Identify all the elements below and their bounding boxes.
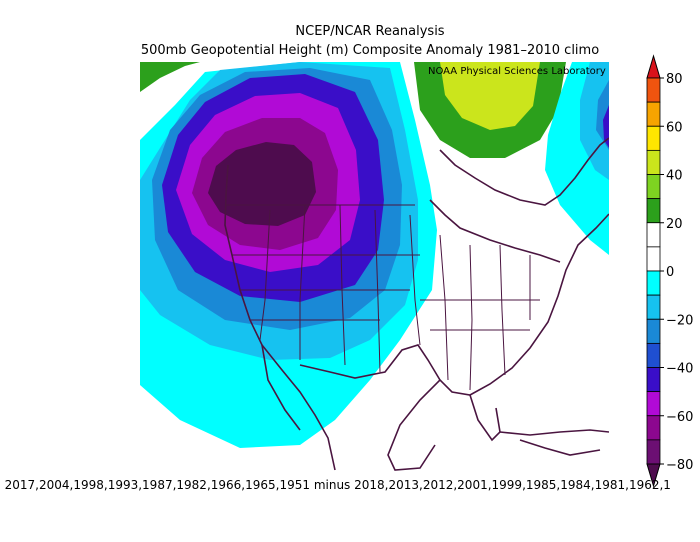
colorbar-swatch: [646, 270, 661, 296]
anomaly-contour-plus20-nw: [140, 62, 200, 92]
colorbar-swatch: [646, 294, 661, 320]
composite-years-caption: an : 2017,2004,1998,1993,1987,1982,1966,…: [0, 478, 671, 492]
colorbar-swatch: [646, 318, 661, 344]
colorbar-swatch: [646, 367, 661, 393]
colorbar-tick-label: −80: [666, 458, 693, 473]
colorbar-tick-label: 0: [666, 265, 674, 280]
colorbar-tick-label: −60: [666, 410, 693, 425]
colorbar-tick-label: 40: [666, 169, 683, 184]
colorbar-swatch: [646, 222, 661, 248]
colorbar-swatch: [646, 342, 661, 368]
colorbar-swatch: [646, 174, 661, 200]
colorbar-tick-label: 80: [666, 72, 683, 87]
colorbar-tick-label: 60: [666, 120, 683, 135]
anomaly-contour-minus30-east: [580, 62, 609, 180]
colorbar-swatch: [646, 125, 661, 151]
credit-label: NOAA Physical Sciences Laboratory: [428, 66, 606, 77]
colorbar-swatch: [646, 101, 661, 127]
colorbar-swatch: [646, 246, 661, 272]
colorbar-swatch: [646, 77, 661, 103]
state-borders: [226, 204, 540, 391]
colorbar-arrow-bottom: [646, 463, 661, 488]
colorbar-swatch: [646, 415, 661, 441]
coastlines: [224, 137, 609, 471]
colorbar-swatch: [646, 198, 661, 224]
colorbar-tick-label: −40: [666, 362, 693, 377]
anomaly-contour-plus30-north: [440, 62, 540, 130]
map-title: NCEP/NCAR Reanalysis: [295, 24, 445, 39]
colorbar-swatch: [646, 149, 661, 175]
anomaly-contour-minus60-east: [603, 105, 609, 148]
colorbar-tick-label: 20: [666, 217, 683, 232]
colorbar-arrow-top: [646, 54, 661, 79]
colorbar-swatch: [646, 439, 661, 465]
colorbar-tick-label: −20: [666, 313, 693, 328]
map-subtitle: 500mb Geopotential Height (m) Composite …: [140, 43, 600, 58]
colorbar-swatch: [646, 391, 661, 417]
